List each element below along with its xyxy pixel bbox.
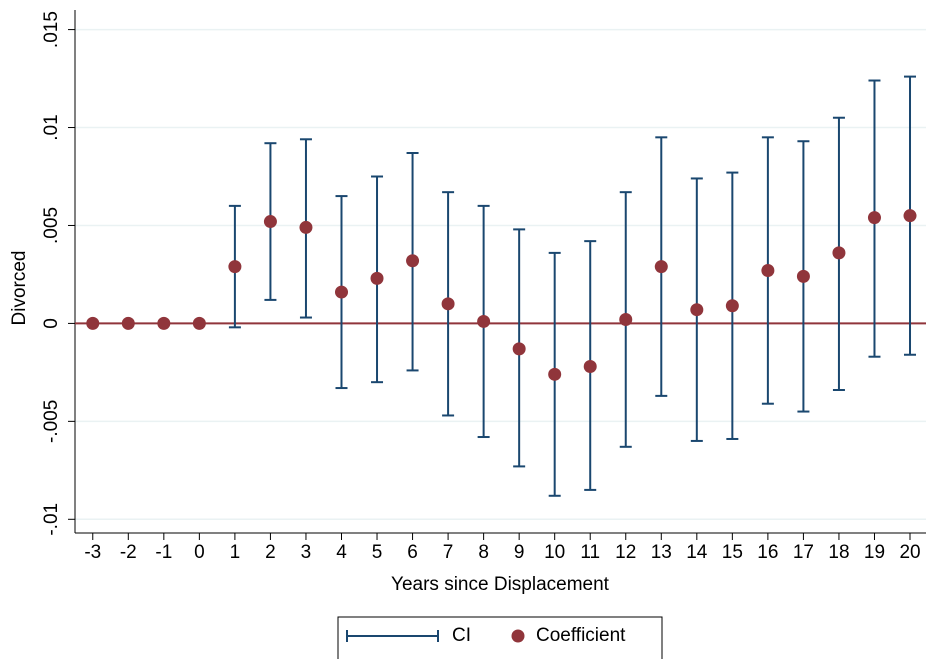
x-tick-label: 17 xyxy=(793,542,814,563)
coefficient-point xyxy=(512,342,526,356)
y-tick-label: -.005 xyxy=(41,400,62,443)
coefficient-point xyxy=(690,303,704,317)
x-tick-label: 7 xyxy=(443,542,454,563)
x-tick-label: 5 xyxy=(372,542,383,563)
x-tick-label: -1 xyxy=(155,542,172,563)
coefficient-point xyxy=(121,316,135,330)
y-tick-label: .01 xyxy=(41,114,62,140)
y-tick-label: .005 xyxy=(41,207,62,244)
coefficient-point xyxy=(334,285,348,299)
coefficient-point xyxy=(192,316,206,330)
x-axis-title: Years since Displacement xyxy=(391,574,610,595)
coefficient-point xyxy=(832,246,846,260)
x-tick-label: 4 xyxy=(336,542,347,563)
coefficient-point xyxy=(299,220,313,234)
y-tick-label: 0 xyxy=(41,318,62,329)
legend-swatch xyxy=(511,629,525,643)
coefficient-point xyxy=(583,360,597,374)
x-tick-label: 14 xyxy=(686,542,708,563)
x-tick-label: 18 xyxy=(828,542,849,563)
x-tick-label: 0 xyxy=(194,542,205,563)
x-tick-label: 20 xyxy=(899,542,920,563)
x-tick-label: 9 xyxy=(514,542,525,563)
coefficient-point xyxy=(228,260,242,274)
y-axis-title: Divorced xyxy=(9,251,30,326)
x-tick-label: 15 xyxy=(722,542,743,563)
x-tick-label: 1 xyxy=(230,542,241,563)
x-tick-label: 10 xyxy=(544,542,565,563)
coefficient-point xyxy=(725,299,739,313)
x-tick-label: 19 xyxy=(864,542,885,563)
coefficient-point xyxy=(263,215,277,229)
coefficient-point xyxy=(548,367,562,381)
coefficient-point xyxy=(477,314,491,328)
y-tick-label: .015 xyxy=(41,11,62,48)
coefficient-point xyxy=(370,271,384,285)
x-tick-label: 8 xyxy=(478,542,489,563)
x-tick-label: 12 xyxy=(615,542,636,563)
coefficient-point xyxy=(86,316,100,330)
coefficient-point xyxy=(654,260,668,274)
x-tick-label: 11 xyxy=(580,542,600,563)
x-tick-label: -3 xyxy=(84,542,101,563)
legend-label: CI xyxy=(452,625,471,646)
coefficient-point xyxy=(761,264,775,278)
x-tick-label: 3 xyxy=(301,542,312,563)
x-tick-label: 16 xyxy=(757,542,778,563)
legend-box xyxy=(337,616,663,659)
x-tick-label: -2 xyxy=(120,542,137,563)
x-tick-label: 13 xyxy=(651,542,672,563)
coefficient-point xyxy=(903,209,917,223)
coefficient-point xyxy=(441,297,455,311)
coefficient-point xyxy=(157,316,171,330)
coefficient-point xyxy=(406,254,420,268)
coefficient-point xyxy=(867,211,881,225)
x-tick-label: 6 xyxy=(407,542,418,563)
coefficient-point xyxy=(619,312,633,326)
legend-label: Coefficient xyxy=(536,625,626,646)
coefficient-point xyxy=(796,269,810,283)
y-tick-label: -.01 xyxy=(41,503,62,536)
x-tick-label: 2 xyxy=(265,542,276,563)
